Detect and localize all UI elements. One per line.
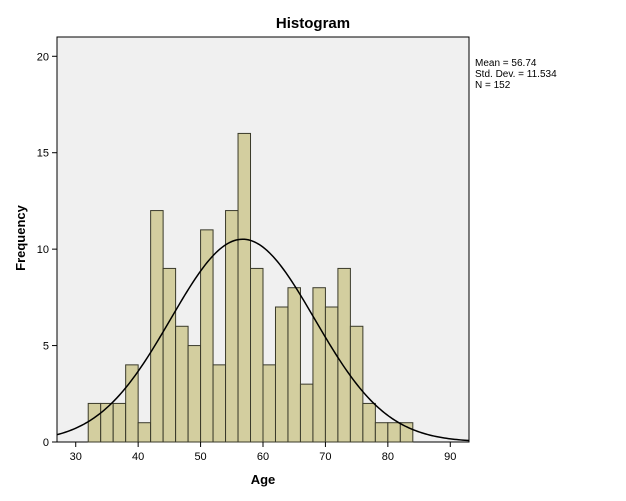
- stats-line: Std. Dev. = 11.534: [475, 69, 557, 80]
- histogram-bar: [200, 229, 214, 443]
- histogram-bar: [125, 364, 139, 443]
- y-tick-label: 10: [37, 244, 49, 256]
- x-tick-label: 60: [257, 451, 269, 463]
- histogram-bar: [399, 422, 414, 443]
- histogram-bar: [100, 402, 114, 443]
- y-axis: 0 5 10 15 20: [37, 51, 57, 449]
- histogram-bar: [287, 287, 301, 443]
- y-tick-label: 20: [37, 51, 49, 63]
- histogram-bar: [137, 422, 152, 443]
- histogram-bar: [250, 267, 264, 443]
- histogram-bar: [87, 402, 102, 443]
- histogram-bar: [237, 132, 252, 443]
- y-tick-label: 5: [43, 341, 49, 353]
- histogram-bar: [312, 287, 326, 443]
- histogram-bar: [262, 364, 276, 443]
- histogram-bar: [337, 267, 351, 443]
- stats-line: Mean = 56.74: [475, 58, 537, 69]
- x-tick-label: 30: [70, 451, 82, 463]
- y-tick-label: 15: [37, 148, 49, 160]
- x-axis: 30 40 50 60 70 80 90: [70, 442, 456, 463]
- x-tick-label: 50: [194, 451, 206, 463]
- histogram-bar: [162, 267, 177, 443]
- x-tick-label: 40: [132, 451, 144, 463]
- y-tick-label: 0: [43, 437, 49, 449]
- x-tick-label: 90: [444, 451, 456, 463]
- histogram-bar: [324, 306, 339, 443]
- histogram-bar: [150, 210, 164, 443]
- chart-title: Histogram: [276, 15, 350, 32]
- y-axis-label: Frequency: [13, 204, 28, 271]
- x-axis-label: Age: [251, 472, 276, 487]
- x-tick-label: 70: [319, 451, 331, 463]
- histogram-bar: [187, 345, 202, 443]
- histogram-bar: [362, 402, 376, 443]
- histogram-bar: [374, 422, 389, 443]
- x-tick-label: 80: [382, 451, 394, 463]
- normal-curve: [56, 238, 470, 442]
- histogram-bar: [387, 422, 401, 443]
- histogram-bar: [175, 325, 189, 443]
- stats-line: N = 152: [475, 80, 511, 91]
- histogram-bar: [212, 364, 227, 443]
- histogram-bar: [112, 402, 127, 443]
- histogram-bar: [274, 306, 289, 443]
- histogram-bar: [225, 210, 239, 443]
- histogram-bar: [299, 383, 314, 443]
